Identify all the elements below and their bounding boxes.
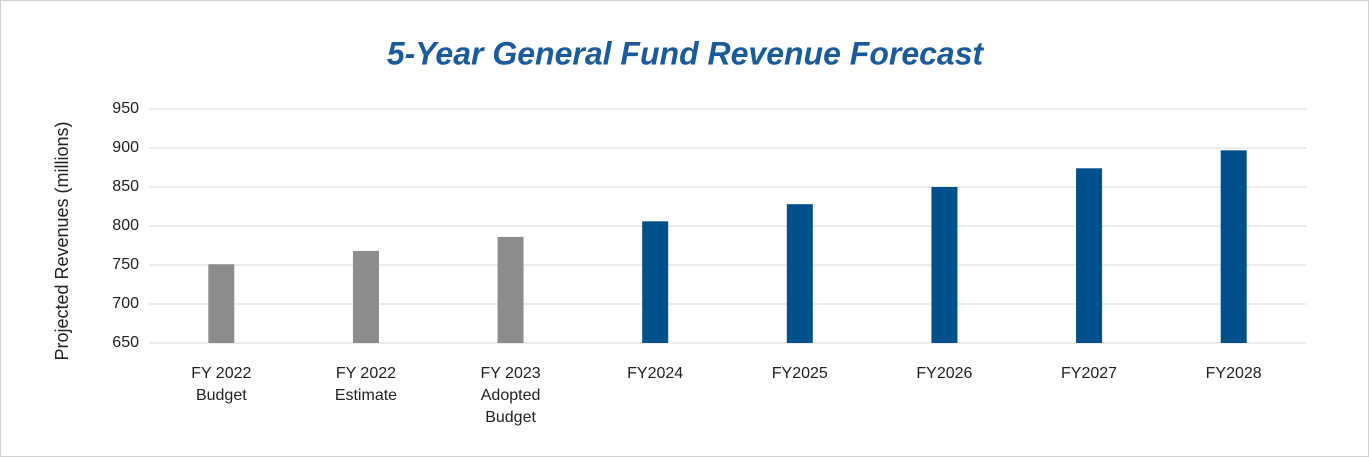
x-tick-label: FY 2022 Estimate [334,365,398,404]
x-tick-label: FY2025 [771,365,828,382]
y-tick-label: 950 [112,100,139,117]
y-tick-label: 700 [112,295,139,312]
bar [786,204,813,343]
bar [497,236,524,343]
bar [1220,150,1247,343]
y-tick-label: 800 [112,217,139,234]
y-tick-label: 750 [112,256,139,273]
x-tick-label: FY 2022 Budget [191,365,252,404]
y-tick-label: 900 [112,139,139,156]
bar [1076,168,1103,343]
y-axis-label: Projected Revenues (millions) [52,121,72,360]
x-tick-label: FY2028 [1205,365,1262,382]
bar [208,264,235,343]
x-tick-label: FY2027 [1061,365,1118,382]
x-tick-label: FY2026 [916,365,973,382]
x-tick-label: FY 2023 Adopted Budget [480,365,541,426]
bar [931,187,958,343]
bar [352,250,379,343]
bar [642,221,669,343]
y-tick-label: 850 [112,178,139,195]
chart-title: 5-Year General Fund Revenue Forecast [387,35,985,71]
y-tick-label: 650 [112,334,139,351]
x-tick-label: FY2024 [627,365,684,382]
